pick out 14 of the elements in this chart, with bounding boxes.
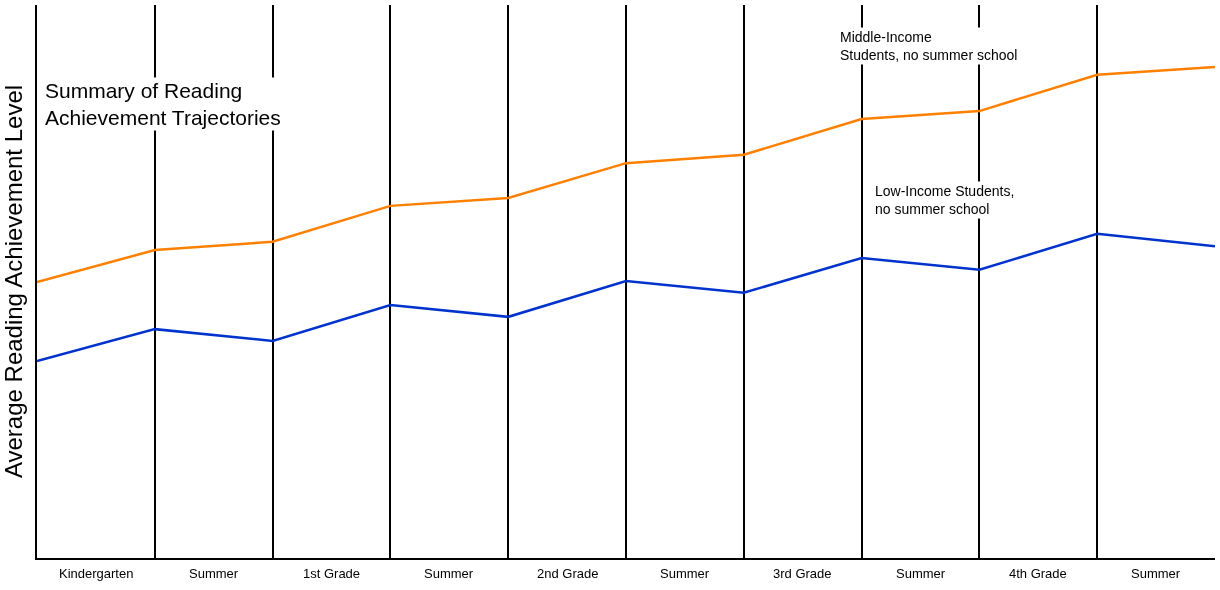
text: Summer bbox=[896, 566, 946, 581]
text: Summer bbox=[1131, 566, 1181, 581]
text: 4th Grade bbox=[1009, 566, 1067, 581]
text: 2nd Grade bbox=[537, 566, 599, 581]
text: 3rd Grade bbox=[773, 566, 832, 581]
text: Middle-Income Students, no summer school bbox=[840, 29, 1018, 64]
text: Kindergarten bbox=[59, 566, 134, 581]
text: Summer bbox=[660, 566, 710, 581]
text: 1st Grade bbox=[303, 566, 361, 581]
y-axis-title: Average Reading Achievement Level bbox=[0, 84, 27, 479]
text: Summer bbox=[424, 566, 474, 581]
text: Summary of Reading Achievement Trajectories bbox=[45, 79, 281, 130]
text: Low-Income Students, no summer school bbox=[875, 183, 1015, 218]
text: Summer bbox=[189, 566, 239, 581]
